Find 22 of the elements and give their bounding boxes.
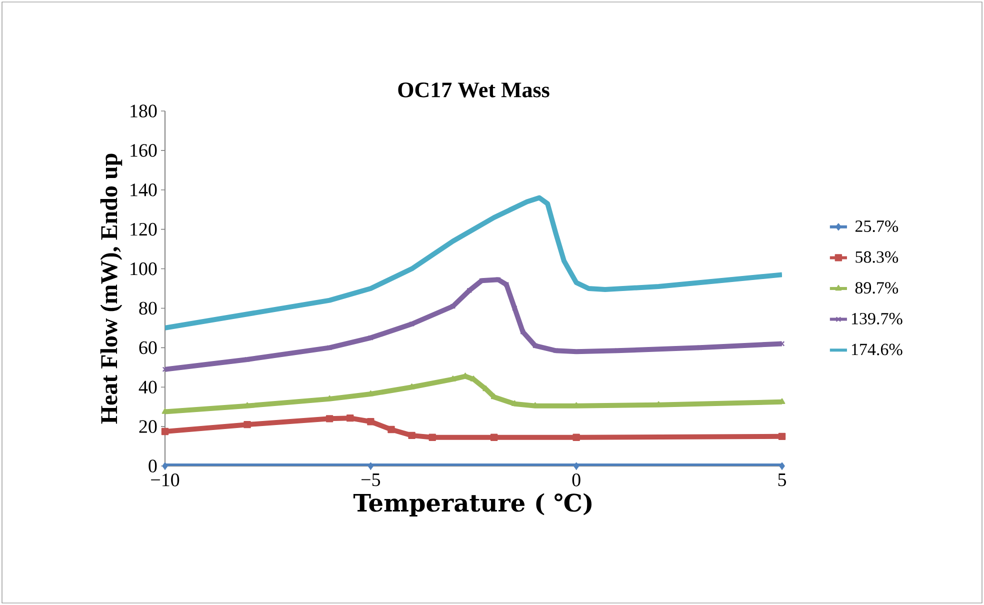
legend-label: 89.7%	[855, 282, 898, 294]
x-tick-label: −10	[151, 474, 180, 486]
legend-label: 25.7%	[855, 220, 898, 232]
y-tick-label: 40	[138, 380, 157, 394]
y-tick-label: 80	[139, 302, 157, 315]
y-tick-label: 120	[130, 222, 157, 236]
y-tick-label: 140	[130, 183, 157, 196]
x-axis-title: Temperature ( ℃)	[353, 493, 592, 516]
x-tick-label: 0	[572, 474, 580, 486]
y-tick-label: 100	[130, 262, 157, 276]
y-tick-label: 20	[139, 420, 157, 433]
legend-label: 58.3%	[856, 251, 898, 263]
y-axis-title: Heat Flow (mW), Endo up	[100, 154, 122, 424]
x-tick-label: −5	[362, 474, 380, 486]
y-tick-label: 0	[148, 460, 157, 472]
y-tick-label: 60	[139, 341, 157, 354]
legend-label: 139.7%	[852, 312, 902, 324]
chart-title: OC17 Wet Mass	[398, 82, 550, 98]
y-tick-label: 160	[130, 144, 157, 157]
y-tick-label: 180	[130, 104, 157, 118]
x-tick-label: 5	[778, 474, 786, 486]
legend-label: 174.6%	[852, 344, 902, 356]
